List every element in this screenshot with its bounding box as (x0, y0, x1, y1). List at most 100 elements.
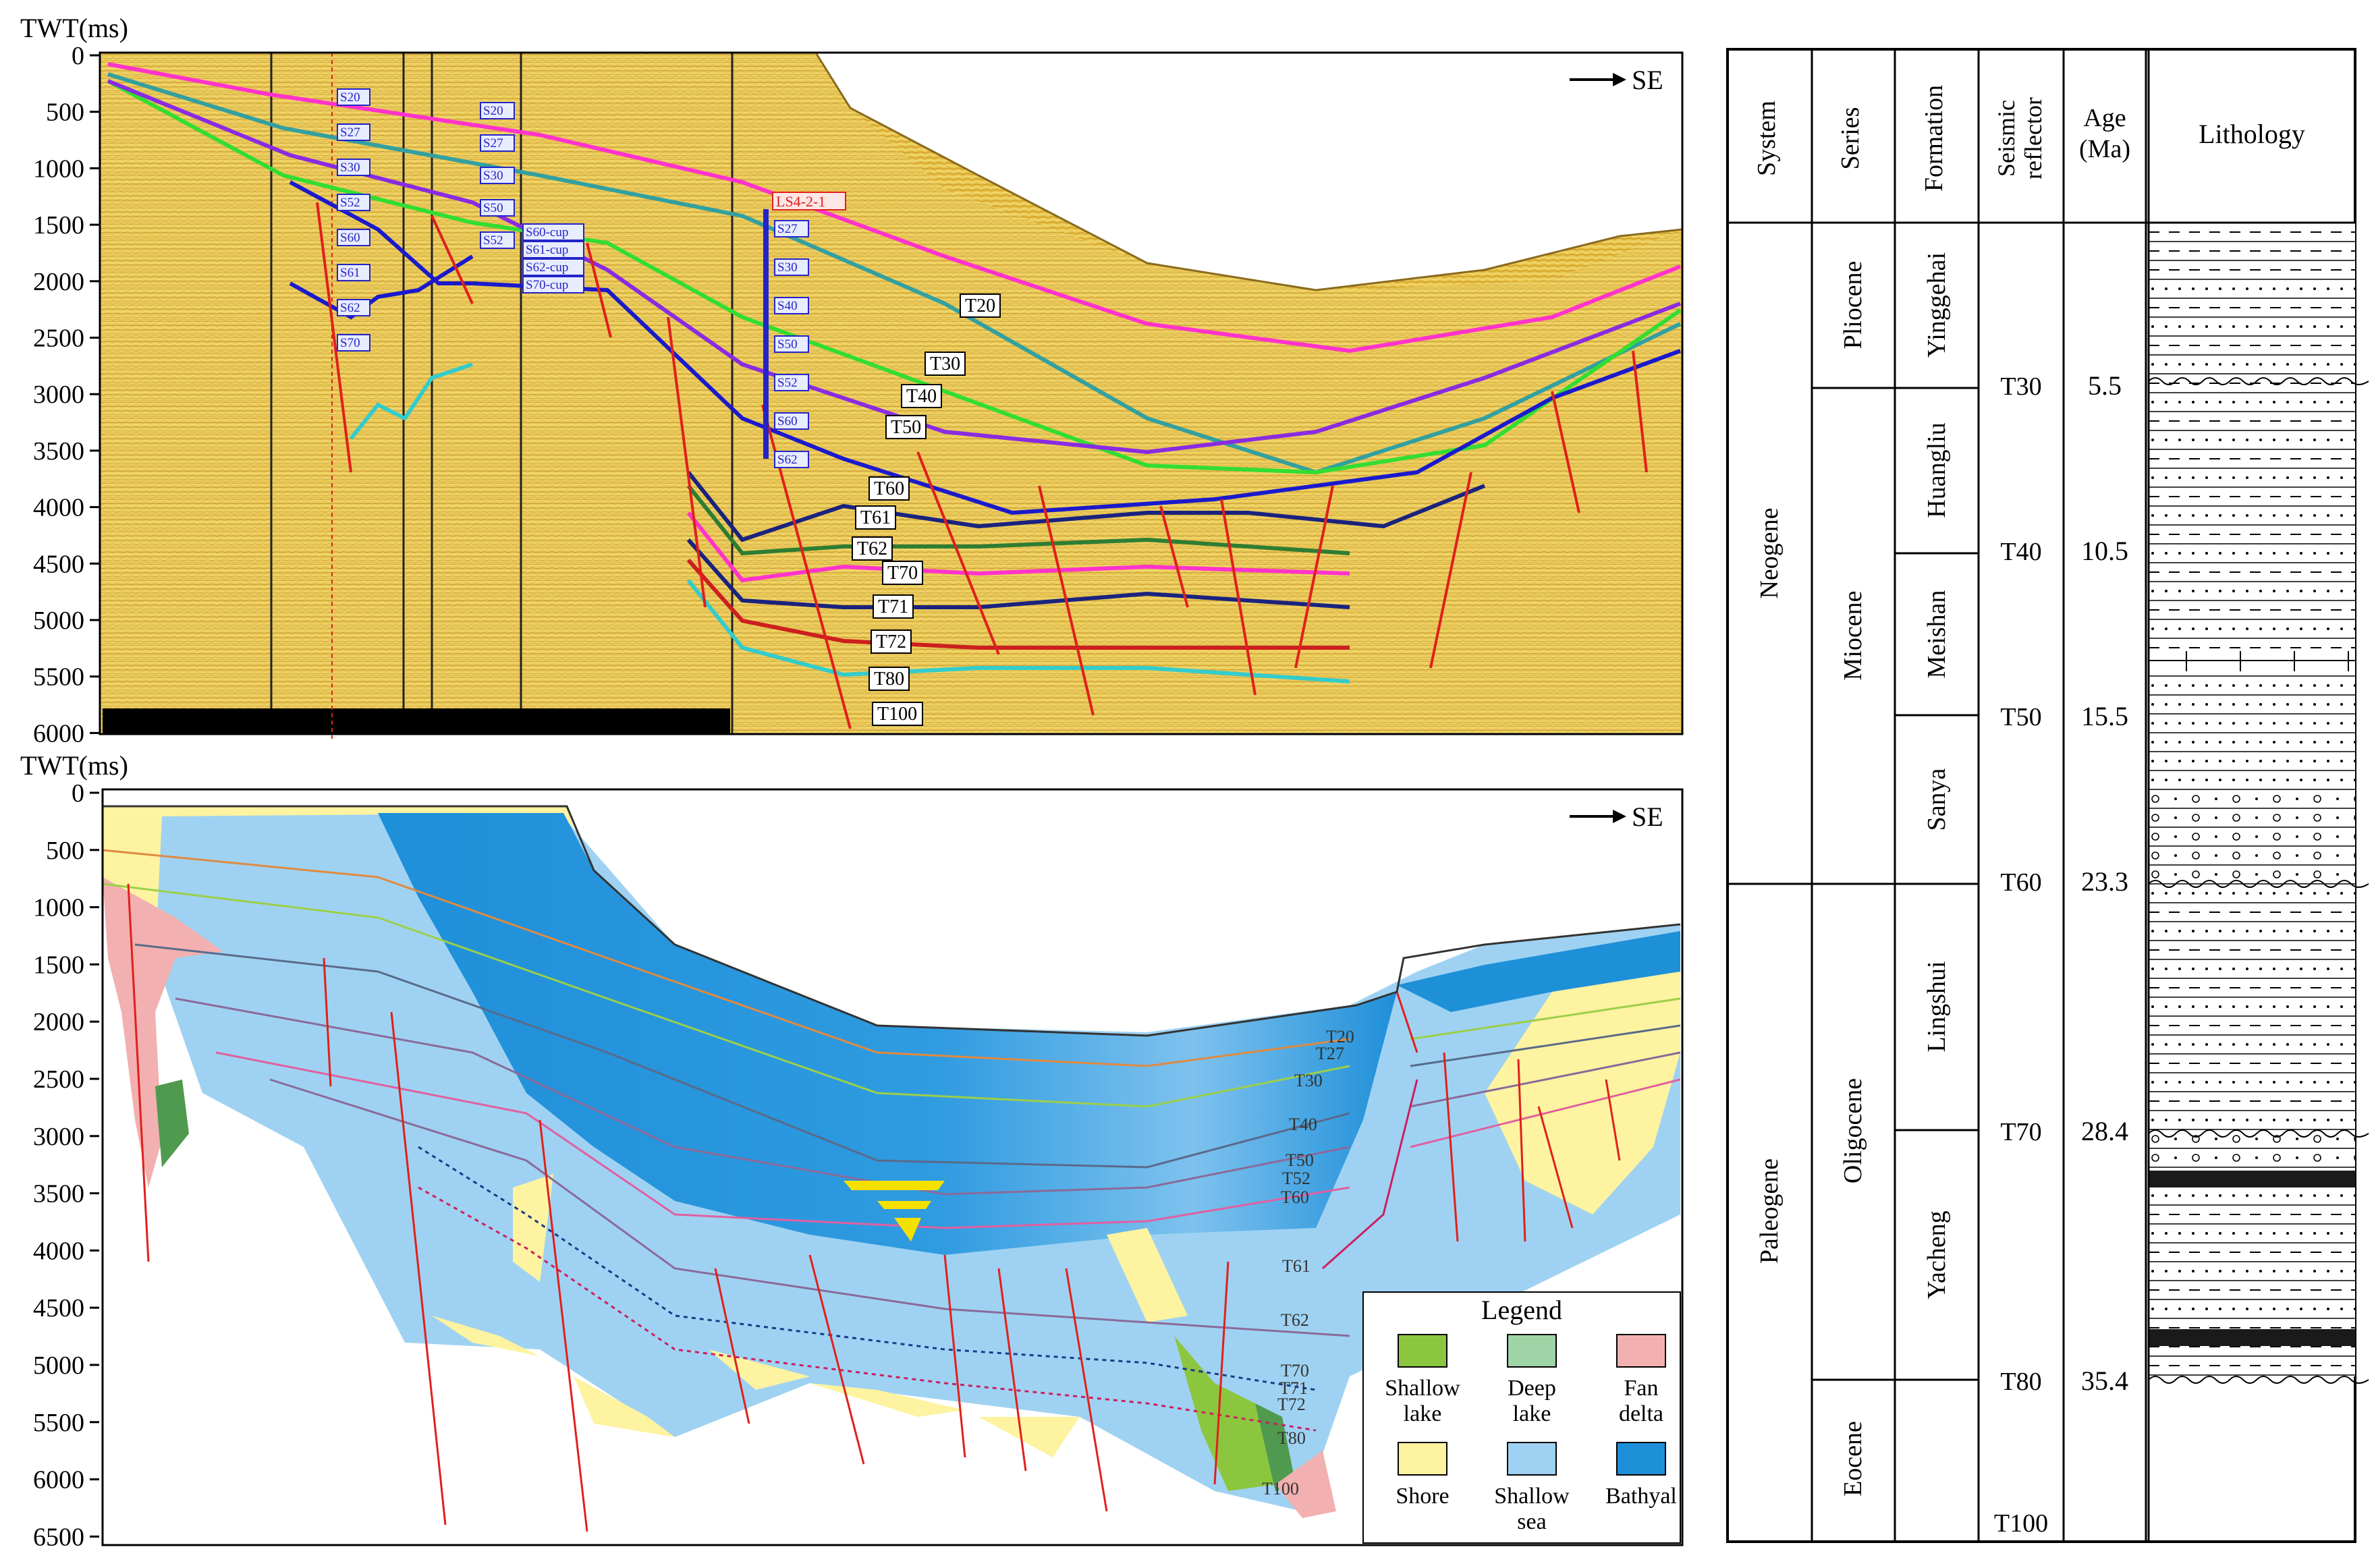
header-system: System (1752, 101, 1781, 176)
reflector-label-t40: T40 (906, 386, 937, 407)
lith-yacheng-base (2149, 1346, 2355, 1376)
top-axis-tick-label: 4000 (33, 494, 84, 522)
age-28-4: 28.4 (2081, 1116, 2128, 1146)
marker-label: S62 (340, 301, 360, 315)
top-axis-title: TWT(ms) (20, 13, 128, 43)
reflector-label-t70: T70 (887, 563, 918, 584)
facies-reflector-t61: T61 (1282, 1256, 1310, 1276)
formation-huangliu: Huangliu (1923, 422, 1951, 517)
bottom-y-axis: 0 500 1000 1500 2000 2500 3000 3500 4000 4500 5000… (33, 779, 99, 1551)
facies-reflector-t60: T60 (1281, 1187, 1309, 1207)
series-pliocene: Pliocene (1839, 261, 1867, 349)
facies-faults (127, 883, 1621, 1532)
marker-box (337, 123, 370, 141)
marker-box (522, 223, 584, 241)
water-column (817, 53, 1682, 290)
age-15-5: 15.5 (2081, 701, 2128, 731)
mid-well-markers: S20 S27 S30 S50 S52 S60-cup S61-cup S62-cup S70-… (480, 102, 584, 293)
lith-sanya-pebble (2149, 793, 2355, 887)
bathyal-body (378, 813, 1397, 1255)
facies-reflector-t100: T100 (1262, 1479, 1299, 1499)
lith-yacheng (2149, 1187, 2355, 1329)
bathyal-sand-stripes (844, 1181, 945, 1241)
bottom-axis-tick-label: 500 (46, 837, 84, 865)
faults (316, 202, 1648, 729)
top-direction-label: SE (1632, 65, 1663, 95)
legend-swatch-5 (1616, 1442, 1666, 1476)
seafloor (815, 53, 1683, 291)
facies-reflector-t62: T62 (1281, 1310, 1309, 1330)
marker-label: S50 (483, 201, 503, 215)
age-23-3: 23.3 (2081, 866, 2128, 897)
well-label-box (772, 192, 846, 211)
marker-label: S70-cup (526, 278, 568, 292)
reflector-t70: T70 (2000, 1118, 2041, 1146)
reflector-label-t80: T80 (874, 669, 904, 690)
bottom-axis-tick-label: 6500 (33, 1523, 84, 1551)
legend-label-2-1: lake (1513, 1401, 1551, 1426)
marker-label: S20 (340, 90, 360, 105)
data-gap-bar (103, 708, 730, 734)
formation-sanya: Sanya (1923, 768, 1951, 831)
reflector-label-t50: T50 (891, 417, 921, 438)
marker-label: S61 (340, 266, 360, 280)
top-axis-tick-label: 3500 (33, 437, 84, 466)
reflector-label-t20: T20 (965, 296, 995, 316)
header-series: Series (1836, 107, 1865, 170)
series-eocene: Eocene (1839, 1421, 1867, 1496)
marker-label: S62-cup (526, 260, 568, 275)
facies-reflector-t27: T27 (1316, 1044, 1344, 1063)
top-axis-tick-label: 500 (46, 99, 84, 127)
series-oligocene: Oligocene (1839, 1078, 1867, 1183)
reflector-box-t61 (855, 505, 896, 530)
lith-lingshui (2149, 887, 2355, 1130)
top-direction-arrowhead (1613, 73, 1626, 86)
top-axis-tick-label: 1500 (33, 211, 84, 240)
marker-box (774, 258, 809, 276)
legend-swatch-0 (1398, 1334, 1447, 1368)
marker-box (337, 194, 370, 211)
formation-yinggehai: Yinggehai (1923, 252, 1951, 358)
legend-title: Legend (1481, 1295, 1562, 1325)
marker-label: S61-cup (526, 243, 568, 257)
marker-box (522, 241, 584, 258)
marker-box (480, 199, 515, 217)
deep-lake (1255, 1403, 1296, 1491)
marker-label: S52 (483, 233, 503, 248)
reflector-t50: T50 (2000, 703, 2041, 731)
reflector-box-t80 (868, 667, 910, 691)
seismic-texture (100, 53, 1682, 734)
facies-reflector-t72: T72 (1277, 1395, 1306, 1414)
top-axis-tick-label: 6000 (33, 719, 84, 748)
formation-yacheng: Yacheng (1923, 1210, 1951, 1299)
reflector-box-t50 (885, 415, 927, 439)
reflector-t80: T80 (2000, 1368, 2041, 1396)
marker-label: S40 (777, 299, 798, 313)
reflector-label-t60: T60 (874, 478, 904, 499)
reflector-label-t71: T71 (878, 596, 908, 617)
marker-label: S62 (777, 453, 798, 467)
marker-label: S27 (340, 125, 360, 140)
reflector-t40: T40 (2000, 538, 2041, 566)
facies-reflector-t70: T70 (1281, 1361, 1309, 1380)
reflector-box-t40 (901, 384, 942, 408)
top-axis-tick-label: 1000 (33, 155, 84, 183)
unconformities (2148, 377, 2369, 1384)
bottom-axis-tick-label: 4000 (33, 1237, 84, 1265)
facies-reflector-t50: T50 (1286, 1150, 1314, 1170)
reflector-box-t70 (882, 561, 923, 585)
bottom-axis-tick-label: 1500 (33, 951, 84, 979)
marker-box (774, 220, 809, 237)
system-paleogene: Paleogene (1755, 1158, 1784, 1264)
marker-label: S52 (777, 376, 798, 390)
well-label: LS4-2-1 (776, 193, 825, 210)
legend-swatch-2 (1616, 1334, 1666, 1368)
header-reflector-2: reflector (2020, 97, 2047, 179)
lith-meishan-upper (2149, 553, 2355, 651)
top-axis-tick-label: 4500 (33, 550, 84, 578)
strat-grid (1728, 49, 2355, 1542)
age-35-4: 35.4 (2081, 1366, 2128, 1396)
reflector-label-t72: T72 (876, 632, 906, 652)
